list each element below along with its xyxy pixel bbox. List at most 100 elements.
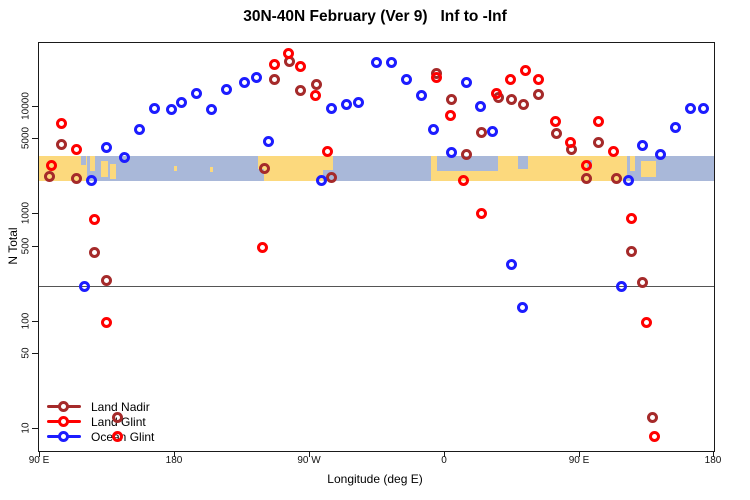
- y-tick-label: 5000: [20, 127, 32, 150]
- data-point-ocean-glint: [206, 103, 218, 115]
- legend-open-circle-icon: [58, 416, 69, 427]
- y-tick-mark: [32, 352, 38, 355]
- data-point-land-nadir: [56, 138, 68, 150]
- data-point-land-nadir: [71, 173, 83, 185]
- data-point-ocean-glint: [221, 83, 233, 95]
- chart-title: 30N-40N February (Ver 9) Inf to -Inf: [243, 8, 507, 25]
- y-tick-mark: [32, 320, 38, 322]
- data-point-land-glint: [608, 145, 620, 157]
- map-band-sea: [81, 156, 86, 165]
- data-point-land-nadir: [476, 126, 488, 138]
- data-point-land-nadir: [506, 93, 518, 105]
- map-band-sea: [517, 156, 528, 169]
- data-point-ocean-glint: [654, 149, 666, 161]
- data-point-land-nadir: [310, 79, 322, 91]
- legend-label: Land Nadir: [91, 400, 150, 414]
- map-band-sea: [436, 156, 498, 172]
- legend-label: Ocean Glint: [91, 430, 155, 444]
- data-point-ocean-glint: [353, 97, 365, 109]
- x-tick-mark: [713, 451, 715, 457]
- data-point-land-glint: [625, 213, 637, 225]
- data-point-land-glint: [519, 65, 531, 77]
- x-tick-mark: [444, 451, 446, 457]
- data-point-land-glint: [549, 116, 561, 128]
- data-point-land-glint: [640, 317, 652, 329]
- data-point-land-nadir: [325, 172, 337, 184]
- data-point-land-glint: [56, 117, 68, 129]
- data-point-land-nadir: [550, 127, 562, 139]
- data-point-ocean-glint: [386, 57, 398, 69]
- y-tick-label: 1000: [20, 202, 32, 225]
- data-point-ocean-glint: [698, 102, 710, 114]
- map-band-land: [258, 156, 264, 169]
- data-point-land-nadir: [294, 85, 306, 97]
- data-point-land-glint: [71, 143, 83, 155]
- data-point-land-glint: [268, 58, 280, 70]
- data-point-ocean-glint: [78, 280, 90, 292]
- x-tick-mark: [309, 451, 311, 457]
- data-point-land-glint: [309, 90, 321, 102]
- data-point-ocean-glint: [615, 280, 627, 292]
- data-point-land-nadir: [268, 73, 280, 85]
- data-point-land-glint: [321, 145, 333, 157]
- x-tick-label: 180: [704, 455, 722, 466]
- data-point-ocean-glint: [505, 258, 517, 270]
- data-point-land-nadir: [258, 163, 270, 175]
- legend-item: Land Nadir: [45, 399, 185, 414]
- data-point-land-glint: [564, 136, 576, 148]
- data-point-ocean-glint: [516, 302, 528, 314]
- data-point-ocean-glint: [428, 123, 440, 135]
- data-point-land-glint: [490, 87, 502, 99]
- data-point-land-glint: [475, 207, 487, 219]
- data-point-ocean-glint: [101, 142, 113, 154]
- y-tick-label: 500: [20, 237, 32, 254]
- data-point-land-glint: [444, 110, 456, 122]
- data-point-ocean-glint: [461, 77, 473, 89]
- data-point-ocean-glint: [684, 102, 696, 114]
- data-point-ocean-glint: [326, 102, 338, 114]
- data-point-land-glint: [101, 317, 113, 329]
- data-point-ocean-glint: [416, 90, 428, 102]
- data-point-land-nadir: [518, 98, 530, 110]
- data-point-land-nadir: [460, 148, 472, 160]
- y-tick-mark: [32, 138, 38, 140]
- x-tick-label: 90 E: [568, 455, 590, 466]
- x-tick-label: 90 E: [28, 455, 50, 466]
- y-tick-mark: [32, 213, 38, 215]
- data-point-ocean-glint: [191, 87, 203, 99]
- x-tick-mark: [174, 451, 176, 457]
- data-point-land-nadir: [647, 412, 659, 423]
- legend-item: Ocean Glint: [45, 429, 185, 444]
- data-point-land-glint: [504, 73, 516, 85]
- data-point-ocean-glint: [623, 175, 635, 187]
- data-point-land-glint: [533, 73, 545, 85]
- y-tick-label: 50: [20, 347, 32, 359]
- data-point-land-nadir: [43, 171, 55, 183]
- legend-open-circle-icon: [58, 431, 69, 442]
- legend: Land Nadir Land Glint Ocean Glint: [45, 399, 185, 444]
- data-point-land-glint: [458, 175, 470, 187]
- data-point-ocean-glint: [86, 175, 98, 187]
- data-point-ocean-glint: [238, 77, 250, 89]
- data-point-land-nadir: [580, 173, 592, 185]
- y-tick-label: 100: [20, 312, 32, 329]
- map-band-land: [322, 156, 333, 170]
- data-point-ocean-glint: [133, 123, 145, 135]
- data-point-land-nadir: [88, 247, 100, 259]
- y-tick-mark: [32, 106, 38, 108]
- data-point-land-glint: [45, 160, 57, 172]
- map-band-land: [264, 156, 323, 181]
- x-tick-label: 0: [441, 455, 447, 466]
- x-tick-mark: [579, 451, 581, 457]
- data-point-land-glint: [581, 160, 593, 172]
- plot-area: 90 E 180 90 W 0 90 E 180 10000 5000 1000 500 100 50…: [21, 42, 721, 466]
- y-tick-mark: [32, 427, 38, 430]
- data-point-land-glint: [111, 431, 123, 443]
- reference-line: [39, 286, 714, 288]
- data-point-land-nadir: [100, 275, 112, 287]
- map-band-land: [640, 161, 656, 178]
- data-point-ocean-glint: [446, 147, 458, 159]
- y-tick-label: 10000: [20, 92, 32, 120]
- x-tick-label: 90 W: [297, 455, 321, 466]
- data-point-ocean-glint: [400, 73, 412, 85]
